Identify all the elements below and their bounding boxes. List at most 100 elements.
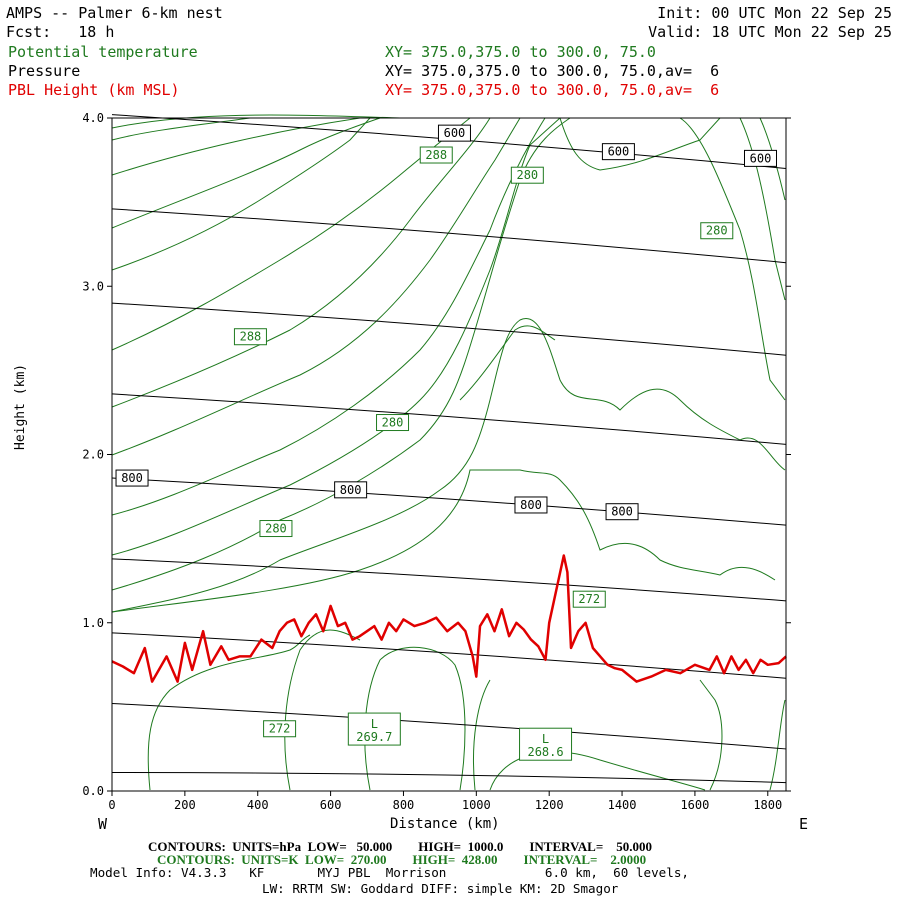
isobar-line	[111, 632, 787, 679]
init-time: Init: 00 UTC Mon 22 Sep 25	[657, 4, 892, 22]
theta-contour	[459, 325, 556, 401]
theta-contour	[111, 117, 381, 229]
west-label: W	[98, 815, 108, 833]
theta-contour	[111, 117, 546, 516]
theta-label: 272	[263, 720, 297, 738]
theta-label: 280	[510, 166, 544, 184]
plot-title: AMPS -- Palmer 6-km nest	[6, 4, 223, 22]
theta-contour	[111, 117, 251, 141]
theta-contour	[111, 114, 420, 129]
y-tick-label: 3.0	[82, 279, 104, 293]
theta-label: 280	[376, 414, 410, 432]
isobar-line	[111, 208, 787, 264]
x-tick-label: 400	[247, 798, 269, 812]
isobar-line	[111, 703, 787, 750]
x-axis-title: Distance (km)	[390, 816, 500, 832]
pressure-label-text: 800	[520, 498, 542, 512]
theta-contours	[111, 114, 786, 791]
theta-contour	[111, 117, 491, 408]
theta-contour	[147, 634, 311, 791]
low-symbol: L	[371, 717, 378, 731]
pressure-isobars	[111, 114, 787, 784]
x-tick-label: 1400	[608, 798, 637, 812]
forecast-hour: Fcst: 18 h	[6, 23, 115, 41]
theta-contour	[111, 117, 521, 456]
east-label: E	[799, 815, 809, 833]
isobar-line	[111, 477, 787, 526]
pressure-label: 600	[437, 124, 471, 142]
theta-contour	[699, 679, 723, 791]
pbl-height-line	[111, 554, 787, 683]
low-value: 269.7	[356, 730, 392, 744]
theta-label: 288	[419, 146, 453, 164]
x-tick-label: 200	[174, 798, 196, 812]
layer-xy-pressure: XY= 375.0,375.0 to 300.0, 75.0,av= 6	[385, 62, 720, 80]
theta-contour	[111, 117, 561, 556]
axes: 0 200 400 600 800 1000 1200 1400 1600 1800 0.0 1.0 2…	[82, 111, 791, 812]
theta-contour	[111, 317, 786, 613]
x-tick-label: 600	[320, 798, 342, 812]
pressure-label-text: 600	[750, 151, 772, 165]
isobar-line	[111, 558, 787, 602]
theta-label-text: 280	[265, 522, 287, 536]
pressure-label: 800	[334, 481, 368, 499]
layer-name-pressure: Pressure	[8, 62, 81, 80]
layer-xy-theta: XY= 375.0,375.0 to 300.0, 75.0	[385, 43, 656, 61]
theta-contour	[111, 469, 776, 613]
isobar-line	[111, 302, 787, 356]
isobar-line	[111, 771, 787, 784]
theta-label-text: 280	[516, 168, 538, 182]
pressure-label-text: 800	[121, 471, 143, 485]
theta-contour	[111, 117, 361, 176]
x-tick-label: 1000	[462, 798, 491, 812]
theta-label: 280	[700, 222, 734, 240]
theta-contour	[489, 751, 706, 791]
pressure-label-text: 600	[608, 145, 630, 159]
y-tick-label: 1.0	[82, 616, 104, 630]
theta-label-text: 280	[706, 224, 728, 238]
y-tick-label: 2.0	[82, 448, 104, 462]
low-value: 268.6	[527, 745, 563, 759]
x-tick-label: 800	[393, 798, 415, 812]
theta-contour	[284, 629, 361, 791]
footer-model-info: Model Info: V4.3.3 KF MYJ PBL Morrison 6…	[90, 865, 689, 880]
x-tick-label: 1200	[535, 798, 564, 812]
low-symbol: L	[542, 732, 549, 746]
theta-contour	[769, 699, 786, 791]
theta-label-text: 280	[382, 416, 404, 430]
pressure-label: 800	[514, 496, 548, 514]
pressure-label-text: 800	[340, 483, 362, 497]
y-tick-label: 4.0	[82, 111, 104, 125]
footer-model-physics: LW: RRTM SW: Goddard DIFF: simple KM: 2D…	[262, 881, 619, 896]
pressure-label: 600	[601, 143, 635, 161]
theta-label: 280	[259, 520, 293, 538]
theta-label: 288	[233, 328, 267, 346]
theta-contour-labels: 288 280 280 288 280 280 272 272	[233, 146, 734, 738]
layer-name-theta: Potential temperature	[8, 43, 198, 61]
theta-label-text: 272	[578, 592, 600, 606]
footer-contours-pressure: CONTOURS: UNITS=hPa LOW= 50.000 HIGH= 10…	[148, 839, 652, 854]
theta-label: 272	[572, 590, 606, 608]
valid-time: Valid: 18 UTC Mon 22 Sep 25	[648, 23, 892, 41]
pressure-label: 800	[115, 469, 149, 487]
pressure-contour-labels: 800 800 800 800 600 600 600	[115, 124, 777, 521]
theta-contour	[739, 117, 786, 301]
x-tick-label: 0	[108, 798, 115, 812]
isobar-line	[111, 393, 787, 445]
x-tick-label: 1600	[680, 798, 709, 812]
layer-xy-pbl: XY= 375.0,375.0 to 300.0, 75.0,av= 6	[385, 81, 720, 99]
pbl-height-series	[111, 554, 787, 683]
theta-contour	[679, 117, 786, 401]
theta-label-text: 272	[269, 722, 291, 736]
theta-contour	[473, 679, 491, 791]
y-tick-label: 0.0	[82, 784, 104, 798]
pressure-label-text: 800	[611, 505, 633, 519]
plot-frame	[111, 117, 787, 792]
x-tick-label: 1800	[753, 798, 782, 812]
footer-contours-theta: CONTOURS: UNITS=K LOW= 270.00 HIGH= 428.…	[157, 852, 647, 867]
theta-label-text: 288	[425, 148, 447, 162]
